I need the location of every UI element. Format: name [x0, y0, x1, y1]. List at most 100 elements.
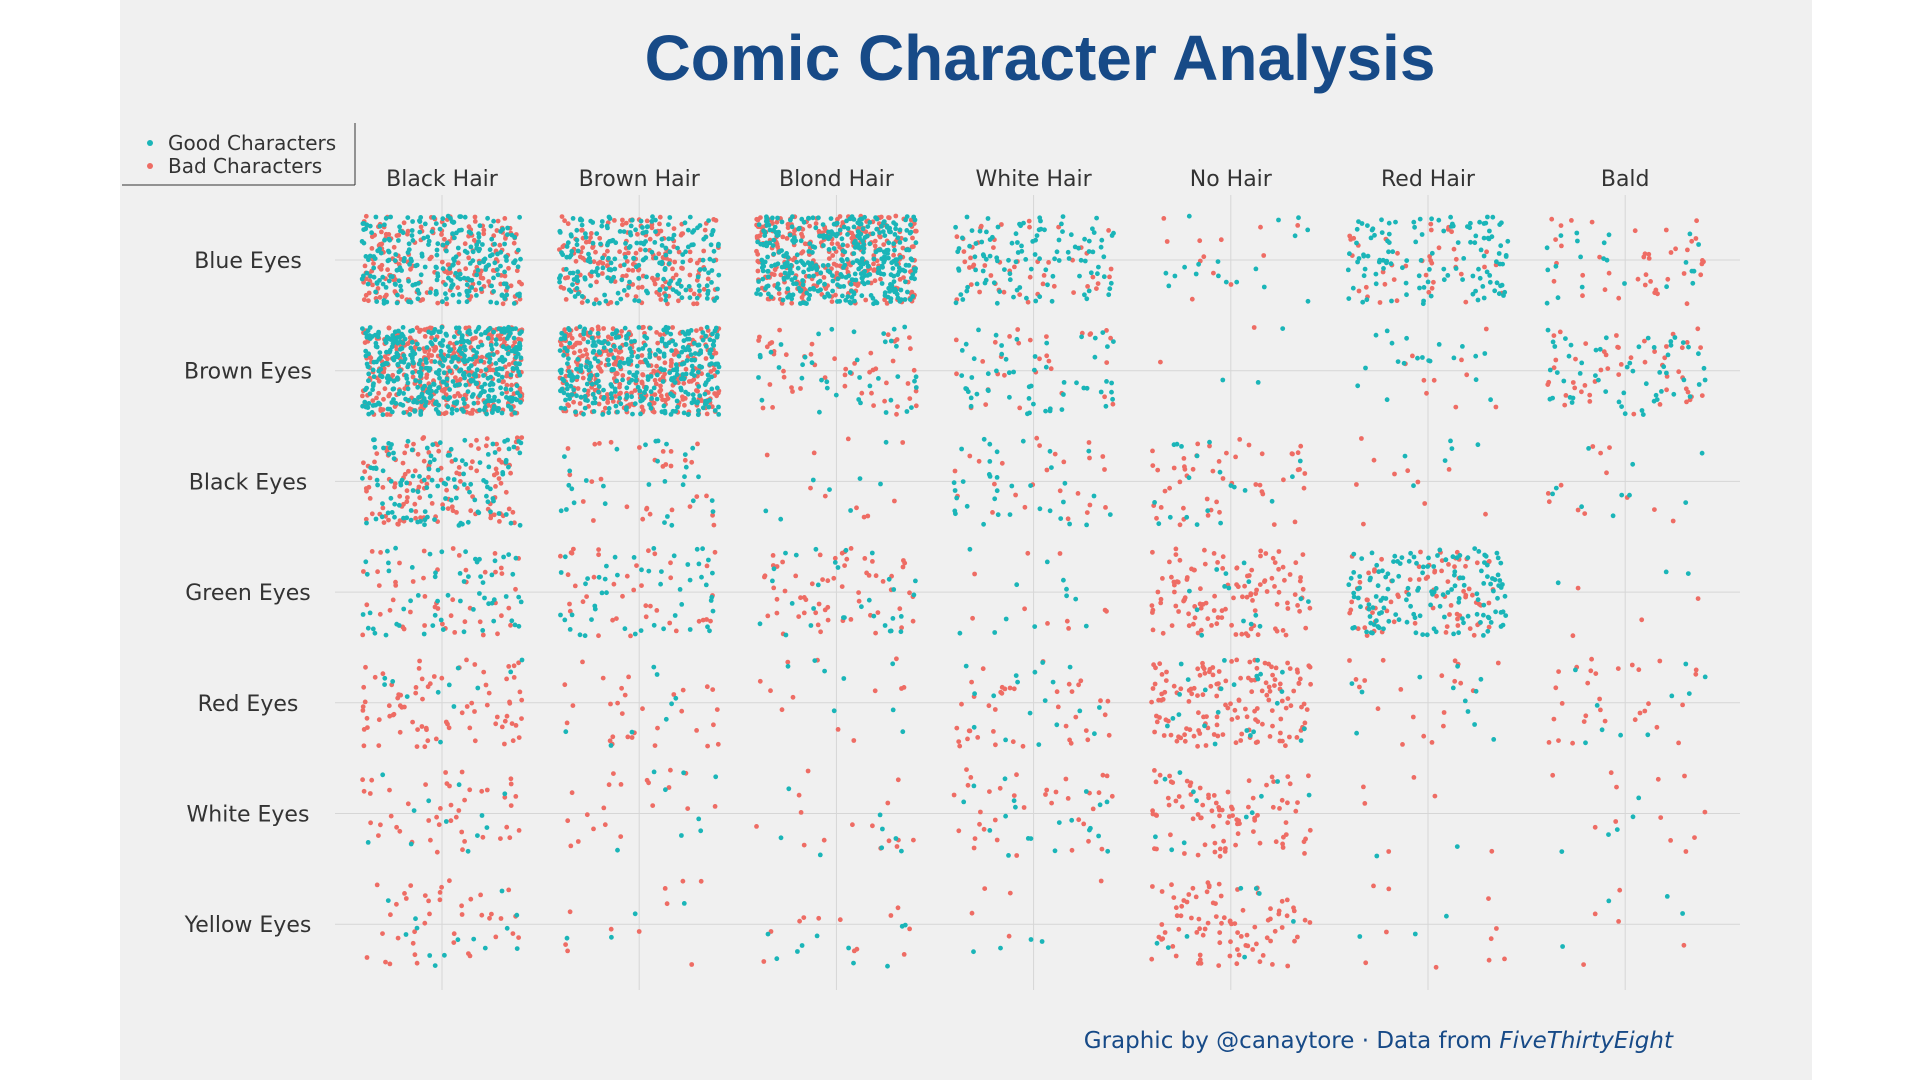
- data-point-bad-characters: [493, 466, 499, 472]
- data-point-good-characters: [466, 328, 472, 334]
- data-point-bad-characters: [1452, 658, 1458, 664]
- data-point-bad-characters: [1670, 518, 1676, 524]
- data-point-bad-characters: [987, 789, 992, 794]
- data-point-good-characters: [512, 410, 518, 416]
- data-point-good-characters: [821, 235, 827, 240]
- data-point-bad-characters: [1014, 772, 1019, 778]
- data-point-good-characters: [902, 297, 908, 302]
- data-point-bad-characters: [1152, 846, 1157, 852]
- data-point-bad-characters: [1559, 701, 1565, 706]
- data-point-bad-characters: [598, 476, 604, 482]
- data-point-bad-characters: [360, 704, 366, 710]
- data-point-bad-characters: [458, 479, 463, 484]
- data-point-bad-characters: [1598, 450, 1603, 456]
- data-point-bad-characters: [901, 558, 906, 563]
- data-point-bad-characters: [1149, 699, 1154, 705]
- data-point-bad-characters: [1229, 717, 1235, 722]
- data-point-bad-characters: [426, 898, 431, 904]
- data-point-bad-characters: [1657, 658, 1663, 664]
- data-point-bad-characters: [867, 369, 872, 375]
- data-point-bad-characters: [907, 396, 913, 401]
- data-point-bad-characters: [469, 700, 475, 706]
- data-point-bad-characters: [1210, 468, 1216, 474]
- data-point-bad-characters: [386, 517, 391, 523]
- data-point-bad-characters: [468, 508, 474, 514]
- data-point-bad-characters: [809, 341, 815, 347]
- data-point-good-characters: [449, 410, 455, 416]
- data-point-bad-characters: [611, 771, 616, 776]
- data-point-bad-characters: [715, 741, 721, 747]
- data-point-bad-characters: [1302, 917, 1308, 923]
- data-point-bad-characters: [701, 286, 707, 292]
- data-point-good-characters: [852, 298, 857, 304]
- data-point-good-characters: [495, 272, 501, 278]
- data-point-good-characters: [611, 355, 617, 361]
- data-point-good-characters: [466, 372, 472, 378]
- data-point-good-characters: [458, 214, 464, 220]
- data-point-bad-characters: [442, 236, 447, 242]
- data-point-good-characters: [702, 267, 707, 272]
- data-point-bad-characters: [584, 352, 590, 357]
- data-point-bad-characters: [1366, 570, 1371, 576]
- data-point-bad-characters: [565, 948, 570, 954]
- data-point-good-characters: [709, 386, 715, 392]
- data-point-good-characters: [440, 299, 445, 305]
- data-point-good-characters: [636, 347, 642, 352]
- data-point-bad-characters: [910, 235, 915, 241]
- data-point-good-characters: [676, 353, 682, 359]
- data-point-bad-characters: [1384, 929, 1389, 935]
- data-point-bad-characters: [1410, 714, 1416, 720]
- data-point-good-characters: [785, 274, 791, 280]
- data-point-bad-characters: [511, 663, 517, 669]
- data-point-good-characters: [905, 289, 910, 295]
- data-point-good-characters: [1361, 273, 1367, 279]
- data-point-bad-characters: [878, 276, 883, 282]
- data-point-bad-characters: [1280, 841, 1285, 847]
- data-point-good-characters: [480, 242, 485, 247]
- data-point-bad-characters: [1084, 510, 1090, 515]
- data-point-bad-characters: [404, 488, 410, 494]
- data-point-good-characters: [687, 347, 692, 353]
- data-point-bad-characters: [1285, 696, 1291, 701]
- data-point-good-characters: [649, 396, 654, 401]
- data-point-good-characters: [1494, 259, 1499, 265]
- data-point-bad-characters: [884, 380, 889, 386]
- data-point-bad-characters: [473, 287, 478, 293]
- data-point-bad-characters: [991, 729, 996, 734]
- data-point-bad-characters: [1280, 628, 1286, 633]
- data-point-good-characters: [660, 379, 666, 384]
- data-point-good-characters: [462, 401, 467, 406]
- data-point-good-characters: [1365, 223, 1370, 229]
- data-point-good-characters: [822, 281, 827, 287]
- data-point-bad-characters: [618, 263, 623, 269]
- data-point-bad-characters: [1295, 800, 1300, 805]
- data-point-bad-characters: [1200, 660, 1205, 666]
- data-point-bad-characters: [1471, 632, 1477, 638]
- data-point-bad-characters: [671, 244, 677, 250]
- data-point-bad-characters: [972, 836, 978, 841]
- data-point-bad-characters: [1416, 577, 1422, 582]
- data-point-bad-characters: [977, 821, 982, 827]
- data-point-bad-characters: [421, 575, 426, 581]
- data-point-good-characters: [365, 281, 371, 287]
- data-point-good-characters: [574, 227, 580, 233]
- data-point-good-characters: [651, 385, 657, 391]
- data-point-bad-characters: [1002, 372, 1007, 378]
- data-point-bad-characters: [1017, 292, 1023, 297]
- data-point-good-characters: [386, 257, 392, 263]
- data-point-good-characters: [958, 292, 964, 297]
- data-point-bad-characters: [379, 229, 384, 235]
- data-point-bad-characters: [1271, 522, 1277, 527]
- data-point-bad-characters: [613, 394, 618, 399]
- data-point-good-characters: [821, 243, 826, 248]
- data-point-bad-characters: [771, 585, 777, 591]
- data-point-good-characters: [760, 276, 766, 282]
- data-point-bad-characters: [435, 606, 441, 611]
- data-point-good-characters: [859, 293, 865, 299]
- data-point-bad-characters: [614, 616, 619, 621]
- data-point-bad-characters: [1223, 606, 1228, 612]
- data-point-bad-characters: [1186, 611, 1191, 617]
- data-point-good-characters: [1356, 219, 1361, 225]
- data-point-good-characters: [392, 329, 398, 335]
- data-point-bad-characters: [1250, 947, 1256, 952]
